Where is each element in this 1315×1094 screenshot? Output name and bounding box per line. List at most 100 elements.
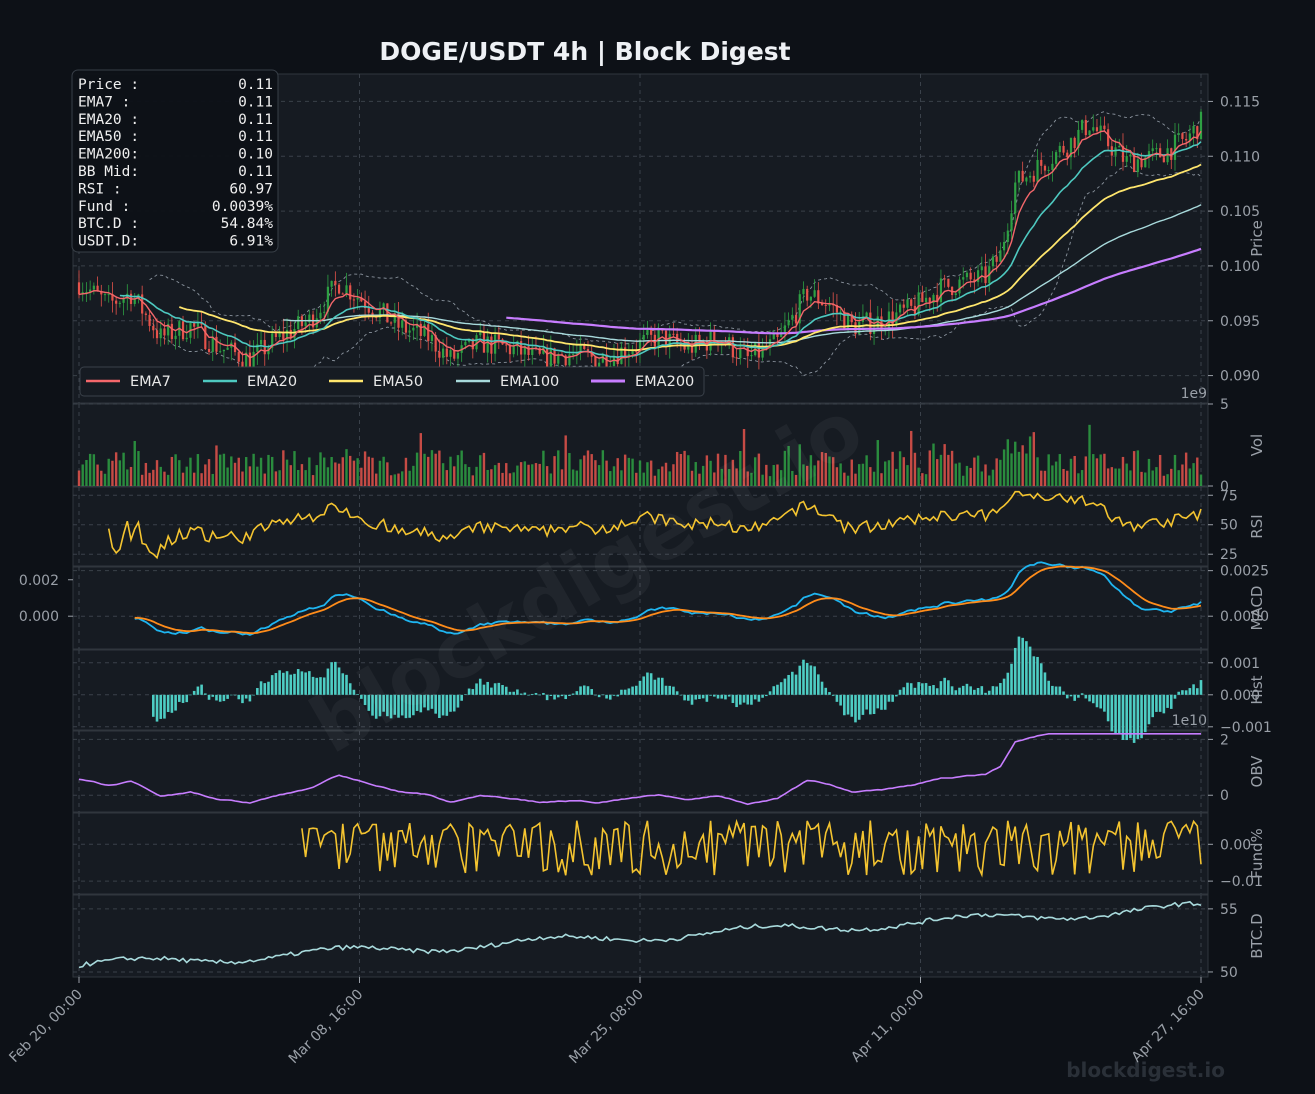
panels: 0.0900.0950.1000.1050.1100.115Price05Vol… bbox=[19, 73, 1272, 981]
candle-body bbox=[155, 330, 159, 339]
volume-bar bbox=[958, 462, 961, 486]
volume-bar bbox=[1125, 463, 1128, 486]
hist-bar bbox=[657, 677, 660, 695]
candle-body bbox=[479, 331, 482, 336]
candle-body bbox=[245, 352, 248, 368]
hist-bar bbox=[850, 694, 854, 717]
candle-body bbox=[1125, 156, 1128, 162]
hist-bar bbox=[913, 687, 917, 695]
hist-bar bbox=[802, 659, 805, 695]
info-value: 0.11 bbox=[238, 164, 273, 180]
hist-bar bbox=[341, 673, 345, 695]
hist-bar bbox=[556, 694, 560, 698]
hist-bar bbox=[278, 670, 281, 695]
candle-body bbox=[865, 312, 868, 317]
volume-bar bbox=[746, 471, 749, 486]
candle-body bbox=[367, 308, 370, 313]
hist-bar bbox=[478, 678, 482, 695]
candle-body bbox=[542, 347, 545, 354]
volume-bar bbox=[274, 471, 278, 486]
hist-bar bbox=[568, 694, 571, 696]
volume-bar bbox=[976, 455, 980, 486]
volume-bar bbox=[200, 473, 203, 486]
hist-bar bbox=[330, 662, 333, 695]
hist-bar bbox=[467, 688, 471, 695]
volume-bar bbox=[178, 460, 181, 486]
volume-bar bbox=[408, 470, 411, 486]
candle-body bbox=[401, 320, 404, 328]
hist-bar bbox=[716, 694, 720, 699]
hist-bar bbox=[319, 677, 322, 695]
hist-bar bbox=[701, 694, 705, 699]
volume-bar bbox=[594, 460, 597, 486]
volume-bar bbox=[887, 460, 891, 486]
candle-body bbox=[1043, 165, 1047, 171]
hist-bar bbox=[1136, 694, 1140, 739]
volume-bar bbox=[932, 443, 935, 486]
info-value: 0.11 bbox=[238, 94, 273, 110]
volume-bar bbox=[1017, 451, 1021, 486]
candle-body bbox=[568, 354, 571, 366]
obv-tick-label: 0 bbox=[1220, 788, 1229, 804]
candle-body bbox=[650, 329, 653, 335]
hist-bar bbox=[1184, 690, 1188, 695]
candle-body bbox=[222, 349, 225, 352]
volume-bar bbox=[876, 440, 879, 486]
candle-body bbox=[538, 347, 541, 354]
candle-body bbox=[735, 357, 738, 359]
candle-body bbox=[1036, 159, 1039, 182]
volume-bar bbox=[88, 453, 92, 486]
volume-bar bbox=[1021, 445, 1024, 486]
candle-body bbox=[386, 303, 389, 323]
candle-body bbox=[144, 313, 147, 315]
volume-bar bbox=[482, 452, 486, 486]
candle-body bbox=[148, 314, 151, 326]
volume-bar bbox=[360, 467, 363, 486]
hist-bar bbox=[1181, 690, 1184, 695]
candle-body bbox=[980, 266, 983, 271]
hist-bar bbox=[211, 694, 215, 697]
volume-bar bbox=[215, 445, 218, 486]
volume-bar bbox=[152, 469, 155, 486]
vol-offset-label: 1e9 bbox=[1181, 386, 1207, 402]
candle-body bbox=[441, 348, 445, 358]
hist-bar bbox=[155, 694, 159, 722]
signal-line bbox=[134, 565, 1202, 635]
candle-body bbox=[761, 345, 764, 358]
candle-body bbox=[289, 329, 292, 339]
volume-bar bbox=[831, 457, 835, 486]
hist-bar bbox=[902, 687, 906, 695]
hist-bar bbox=[876, 694, 880, 709]
volume-bar bbox=[386, 462, 389, 486]
volume-bar bbox=[675, 451, 679, 486]
volume-bar bbox=[664, 462, 668, 486]
hist-bar bbox=[452, 694, 456, 712]
volume-bar bbox=[950, 450, 954, 486]
volume-bar bbox=[820, 452, 824, 486]
hist-bar bbox=[527, 694, 530, 696]
hist-bar bbox=[709, 694, 712, 696]
hist-bar bbox=[308, 671, 311, 695]
hist-bar bbox=[731, 694, 735, 704]
volume-bar bbox=[501, 472, 504, 486]
info-value: 0.0039% bbox=[212, 199, 273, 215]
hist-bar bbox=[412, 694, 415, 716]
volume-bar bbox=[140, 474, 144, 486]
candle-body bbox=[453, 350, 456, 359]
volume-bar bbox=[1155, 467, 1158, 486]
candle-body bbox=[642, 334, 645, 340]
hist-bar bbox=[791, 671, 794, 695]
candle-body bbox=[259, 339, 263, 345]
volume-bar bbox=[323, 457, 326, 486]
volume-bar bbox=[1014, 441, 1017, 486]
volume-bar bbox=[947, 454, 950, 486]
volume-bar bbox=[181, 472, 185, 486]
hist-bar bbox=[360, 694, 363, 699]
volume-bar bbox=[527, 464, 530, 486]
candle-body bbox=[917, 292, 920, 315]
hist-bar bbox=[166, 694, 170, 712]
volume-bar bbox=[586, 450, 590, 486]
volume-bar bbox=[854, 473, 857, 486]
ema100-line bbox=[283, 204, 1202, 344]
hist-bar bbox=[1199, 680, 1203, 695]
